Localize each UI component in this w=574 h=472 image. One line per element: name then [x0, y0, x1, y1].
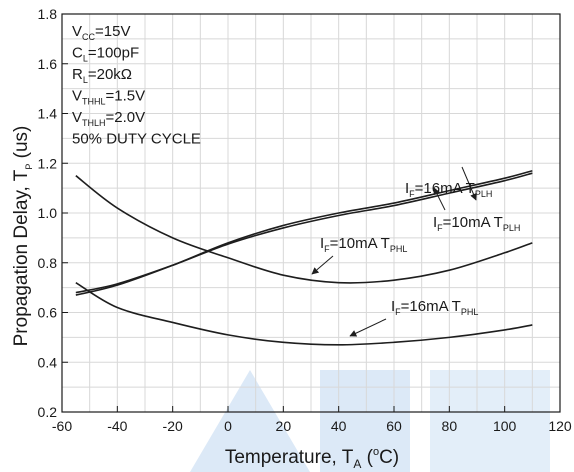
series-line-4	[75, 281, 533, 346]
condition-line: RL=20kΩ	[72, 66, 132, 85]
y-tick-label: 1.8	[38, 6, 58, 22]
grid-layer	[61, 13, 561, 413]
x-tick-label: 40	[331, 418, 347, 434]
y-axis-title: Propagation Delay, TP (us)	[11, 126, 34, 347]
y-tick-label: 0.8	[38, 255, 58, 271]
y-tick-label: 0.4	[38, 354, 58, 370]
tick-layer: -60 -40 -20 0 20 40 60 80 100 120 0.2 0.4 0.6 0.8 1.0 1…	[38, 6, 572, 434]
x-tick-label: -60	[52, 418, 72, 434]
x-tick-label: 80	[442, 418, 458, 434]
y-tick-label: 1.4	[38, 106, 58, 122]
y-tick-label: 0.2	[38, 404, 58, 420]
x-tick-label: 60	[386, 418, 402, 434]
watermark-shape	[190, 370, 310, 472]
y-tick-label: 1.0	[38, 205, 58, 221]
curve-label-arrow	[461, 166, 477, 201]
condition-line: 50% DUTY CYCLE	[72, 131, 201, 148]
condition-line: VTHLH=2.0V	[72, 109, 145, 128]
x-tick-label: 20	[276, 418, 292, 434]
test-conditions: VCC=15V CL=100pF RL=20kΩ VTHHL=1.5V VTHLH=2.…	[72, 23, 201, 148]
curve-label-arrow	[349, 318, 387, 337]
series-line-2	[75, 172, 533, 294]
x-tick-label: 100	[493, 418, 517, 434]
annotation-layer: IF=16mA TPLH IF=10mA TPLH IF=10mA TPHL IF=1…	[311, 166, 520, 337]
condition-line: CL=100pF	[72, 45, 139, 64]
y-tick-label: 1.6	[38, 56, 58, 72]
x-axis-title: Temperature, TA (oC)	[225, 446, 399, 471]
curve-label: IF=10mA TPHL	[320, 235, 407, 254]
series-line-3	[75, 175, 533, 284]
x-tick-label: 0	[224, 418, 232, 434]
curve-label: IF=16mA TPHL	[391, 298, 478, 317]
y-tick-label: 0.6	[38, 305, 58, 321]
curve-label: IF=16mA TPLH	[405, 180, 492, 199]
curve-label-arrow	[433, 187, 446, 211]
x-tick-label: -40	[107, 418, 127, 434]
condition-line: VTHHL=1.5V	[72, 88, 145, 107]
curve-label: IF=10mA TPLH	[433, 214, 520, 233]
series-layer	[75, 169, 533, 346]
y-tick-label: 1.2	[38, 155, 58, 171]
x-tick-label: -20	[163, 418, 183, 434]
condition-line: VCC=15V	[72, 23, 130, 42]
x-tick-label: 120	[548, 418, 572, 434]
curve-label-arrow	[311, 255, 334, 275]
